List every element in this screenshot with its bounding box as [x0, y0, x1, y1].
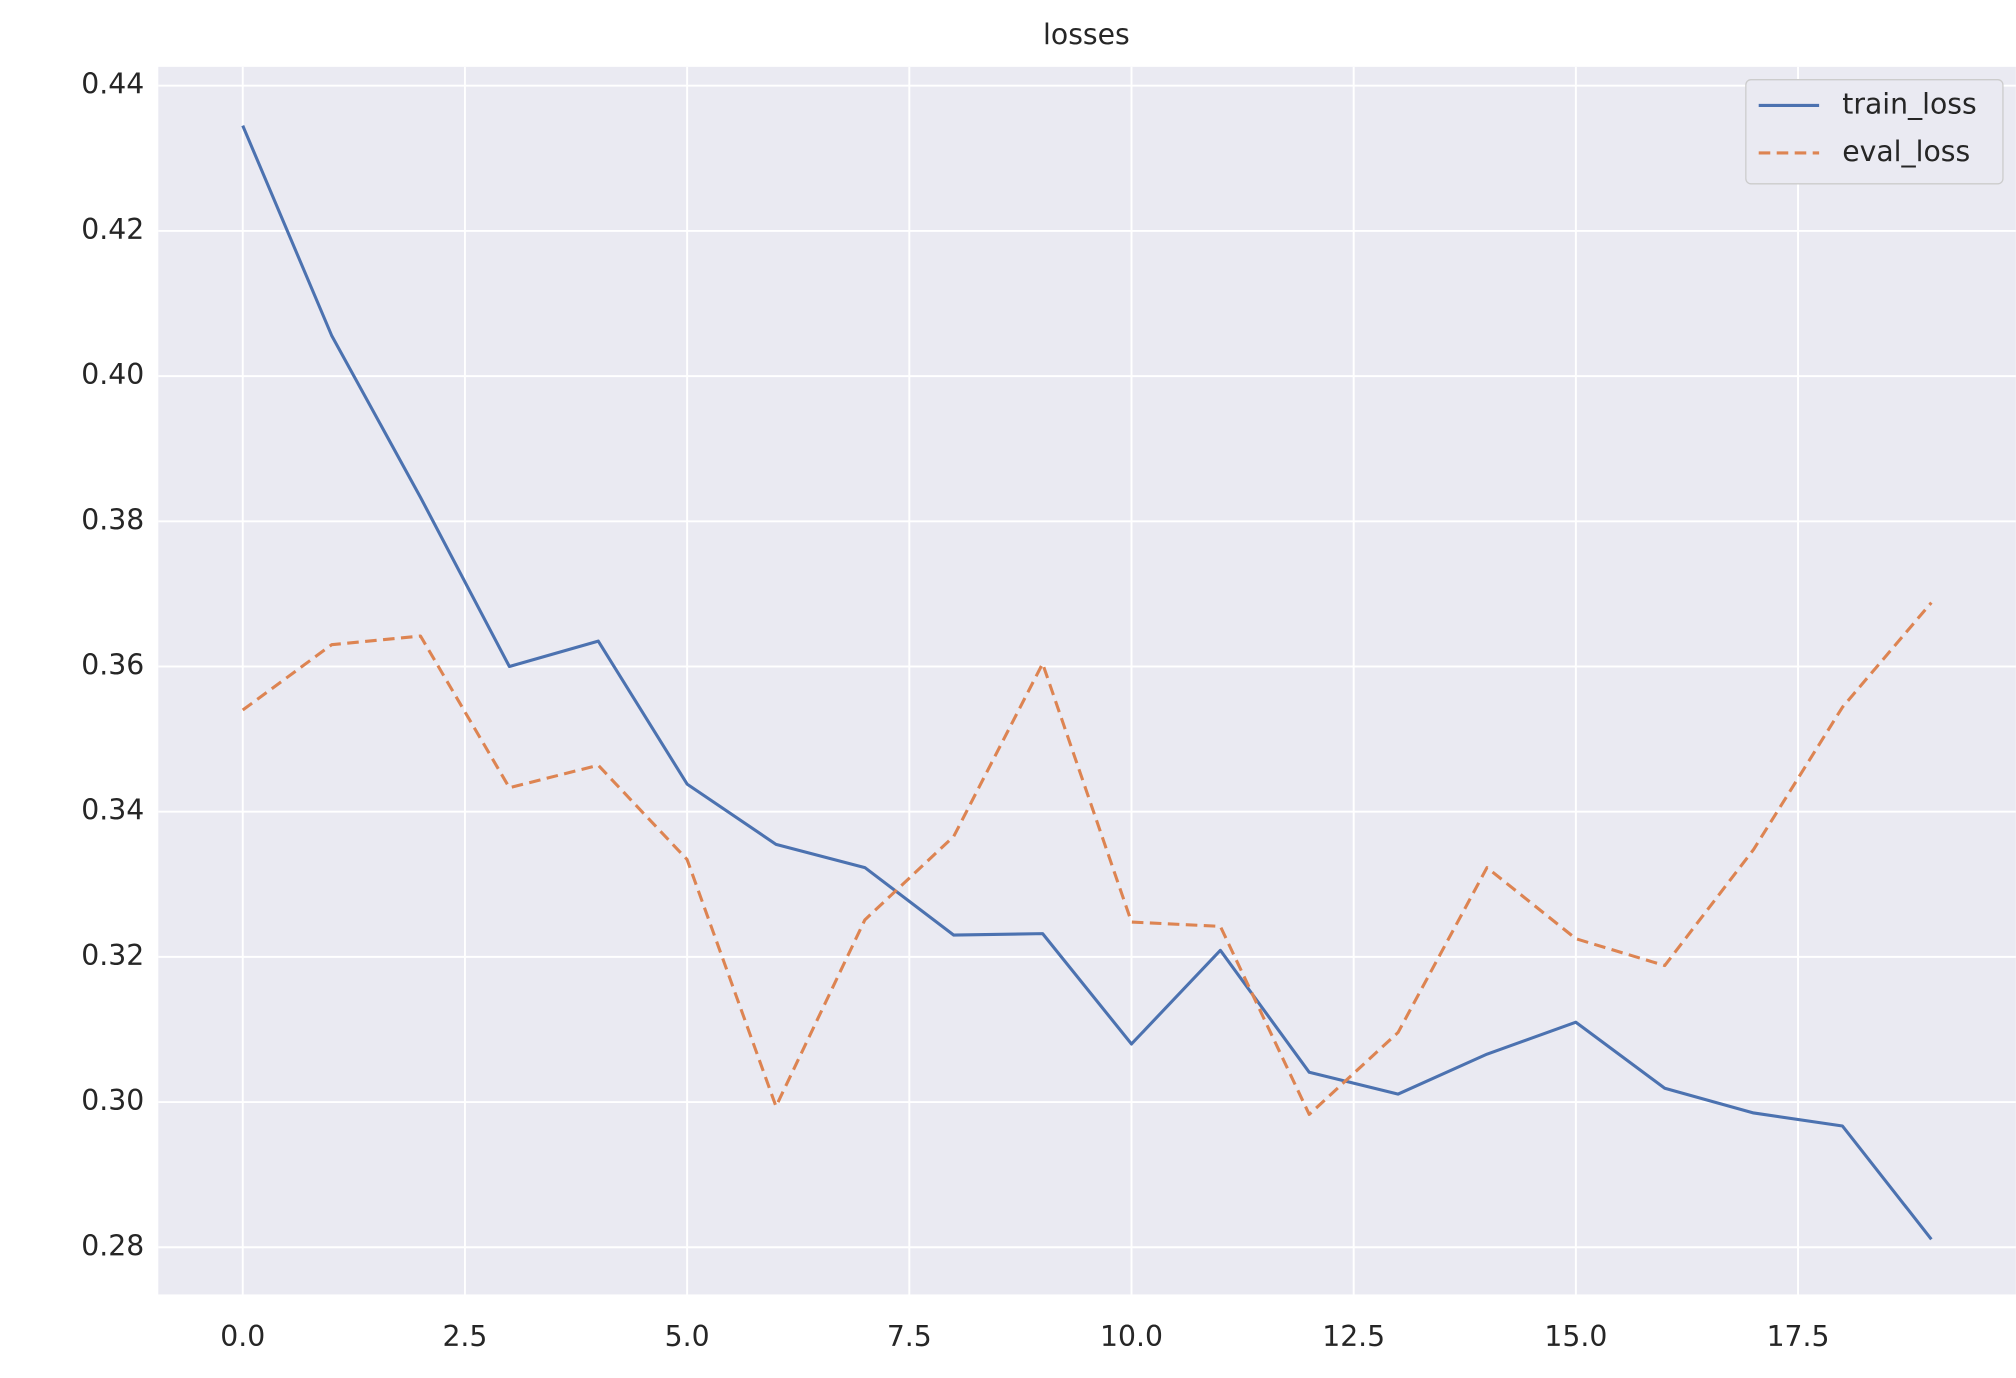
legend-label: train_loss — [1842, 87, 1977, 120]
y-tick-label: 0.36 — [81, 648, 144, 681]
x-tick-label: 0.0 — [220, 1320, 265, 1353]
x-tick-label: 10.0 — [1100, 1320, 1163, 1353]
x-tick-label: 5.0 — [665, 1320, 710, 1353]
x-tick-label: 2.5 — [442, 1320, 487, 1353]
y-tick-label: 0.28 — [81, 1229, 144, 1262]
y-tick-label: 0.40 — [81, 358, 144, 391]
y-tick-label: 0.44 — [81, 68, 144, 101]
y-tick-label: 0.42 — [81, 213, 144, 246]
y-tick-label: 0.38 — [81, 503, 144, 536]
x-tick-label: 17.5 — [1767, 1320, 1830, 1353]
legend-label: eval_loss — [1842, 135, 1970, 168]
x-tick-label: 12.5 — [1322, 1320, 1385, 1353]
series-line — [241, 125, 1933, 1241]
y-tick-label: 0.34 — [81, 794, 144, 827]
chart-title: losses — [1043, 18, 1130, 51]
legend: train_loss eval_loss — [1745, 79, 2004, 185]
x-tick-label: 15.0 — [1544, 1320, 1607, 1353]
y-tick-label: 0.32 — [81, 939, 144, 972]
y-tick-label: 0.30 — [81, 1084, 144, 1117]
x-tick-label: 7.5 — [887, 1320, 932, 1353]
series-line — [241, 601, 1933, 1116]
plot-area — [158, 66, 2016, 1295]
